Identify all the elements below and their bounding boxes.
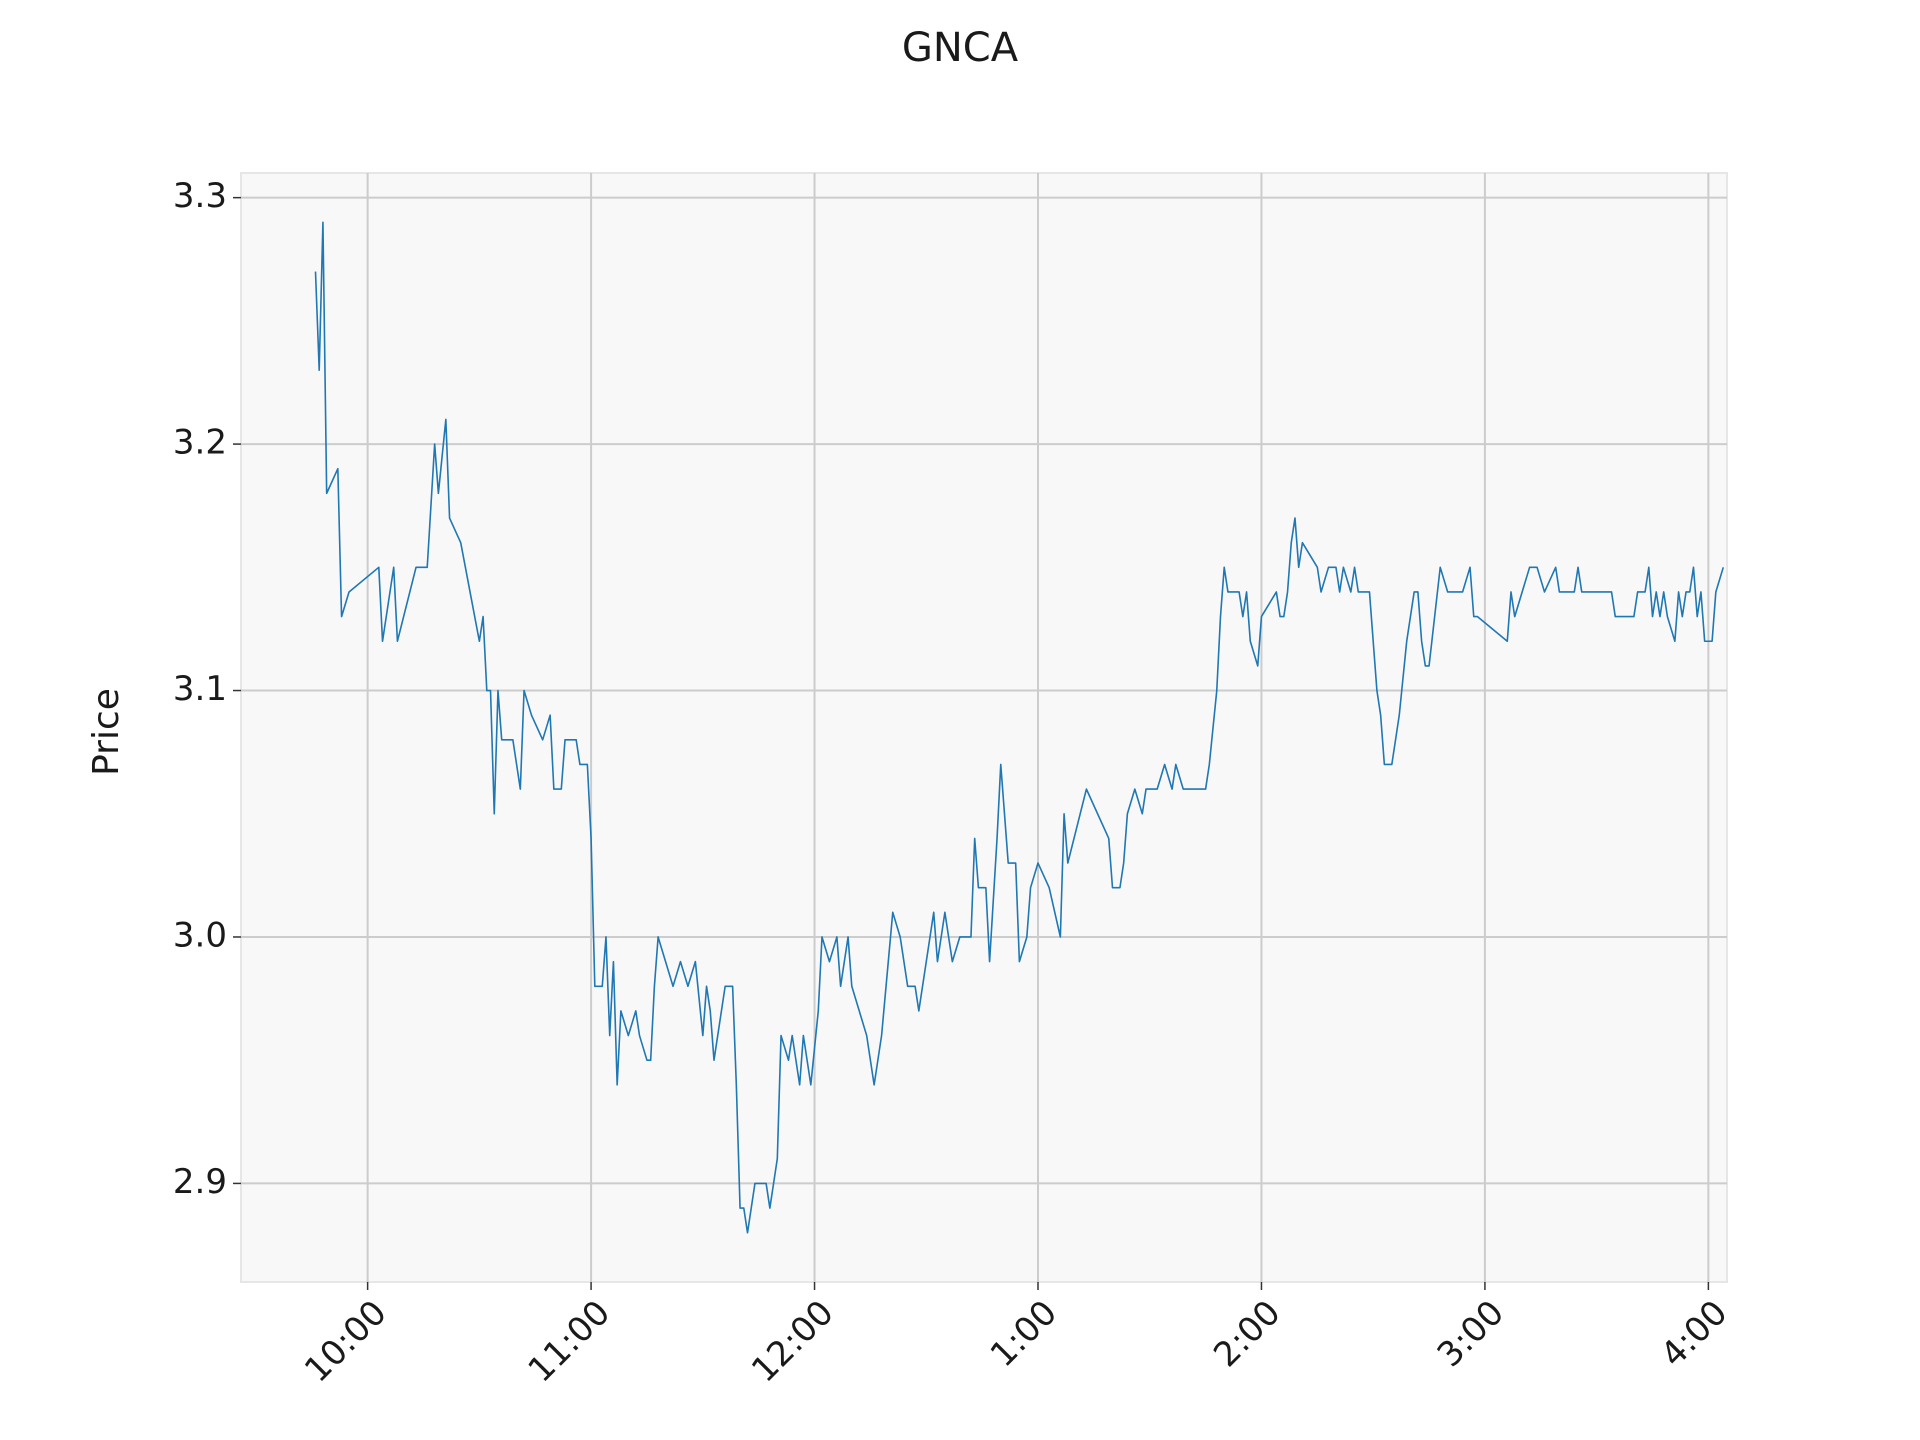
y-tick-label: 2.9: [173, 1162, 227, 1202]
x-tick-label: 12:00: [744, 1293, 842, 1391]
chart-title: GNCA: [902, 25, 1019, 71]
price-line: [314, 221, 1725, 1234]
x-tick-label: 3:00: [1430, 1293, 1512, 1375]
x-tick-label: 4:00: [1653, 1293, 1735, 1375]
x-tick-label: 1:00: [983, 1293, 1065, 1375]
x-tick-label: 10:00: [297, 1293, 395, 1391]
x-tick-label: 2:00: [1206, 1293, 1288, 1375]
plot-area: [240, 172, 1728, 1283]
y-tick-label: 3.2: [173, 423, 227, 463]
grid: [233, 173, 1727, 1290]
x-tick-label: 11:00: [521, 1293, 619, 1391]
y-axis-label: Price: [86, 688, 127, 776]
plot: [314, 221, 1725, 1234]
y-tick-label: 3.1: [173, 669, 227, 709]
y-tick-label: 3.0: [173, 915, 227, 955]
y-tick-label: 3.3: [173, 176, 227, 216]
